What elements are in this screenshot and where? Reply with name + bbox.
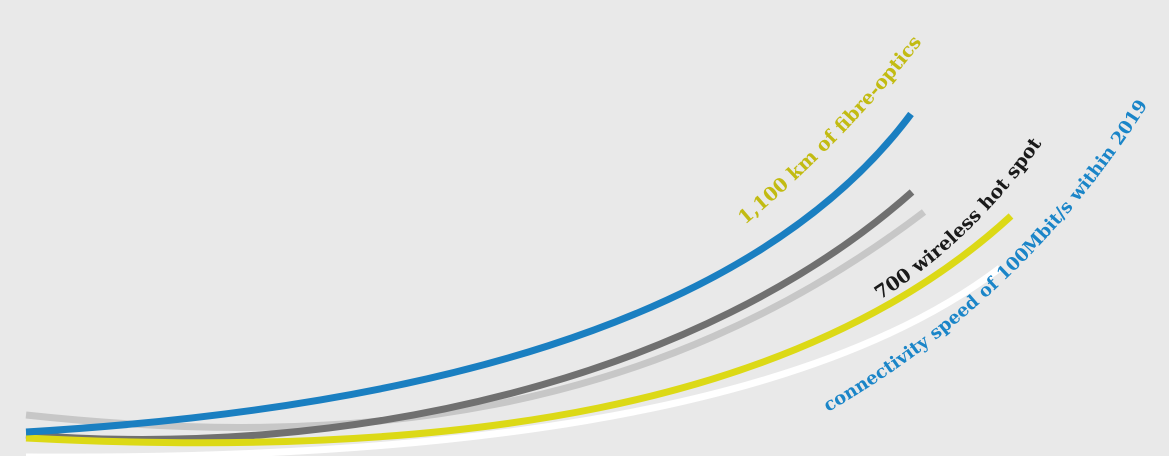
white-curve bbox=[26, 265, 1003, 456]
blue-curve bbox=[25, 111, 914, 436]
yellow-curve bbox=[25, 213, 1014, 447]
light-gray-curve bbox=[25, 209, 927, 431]
